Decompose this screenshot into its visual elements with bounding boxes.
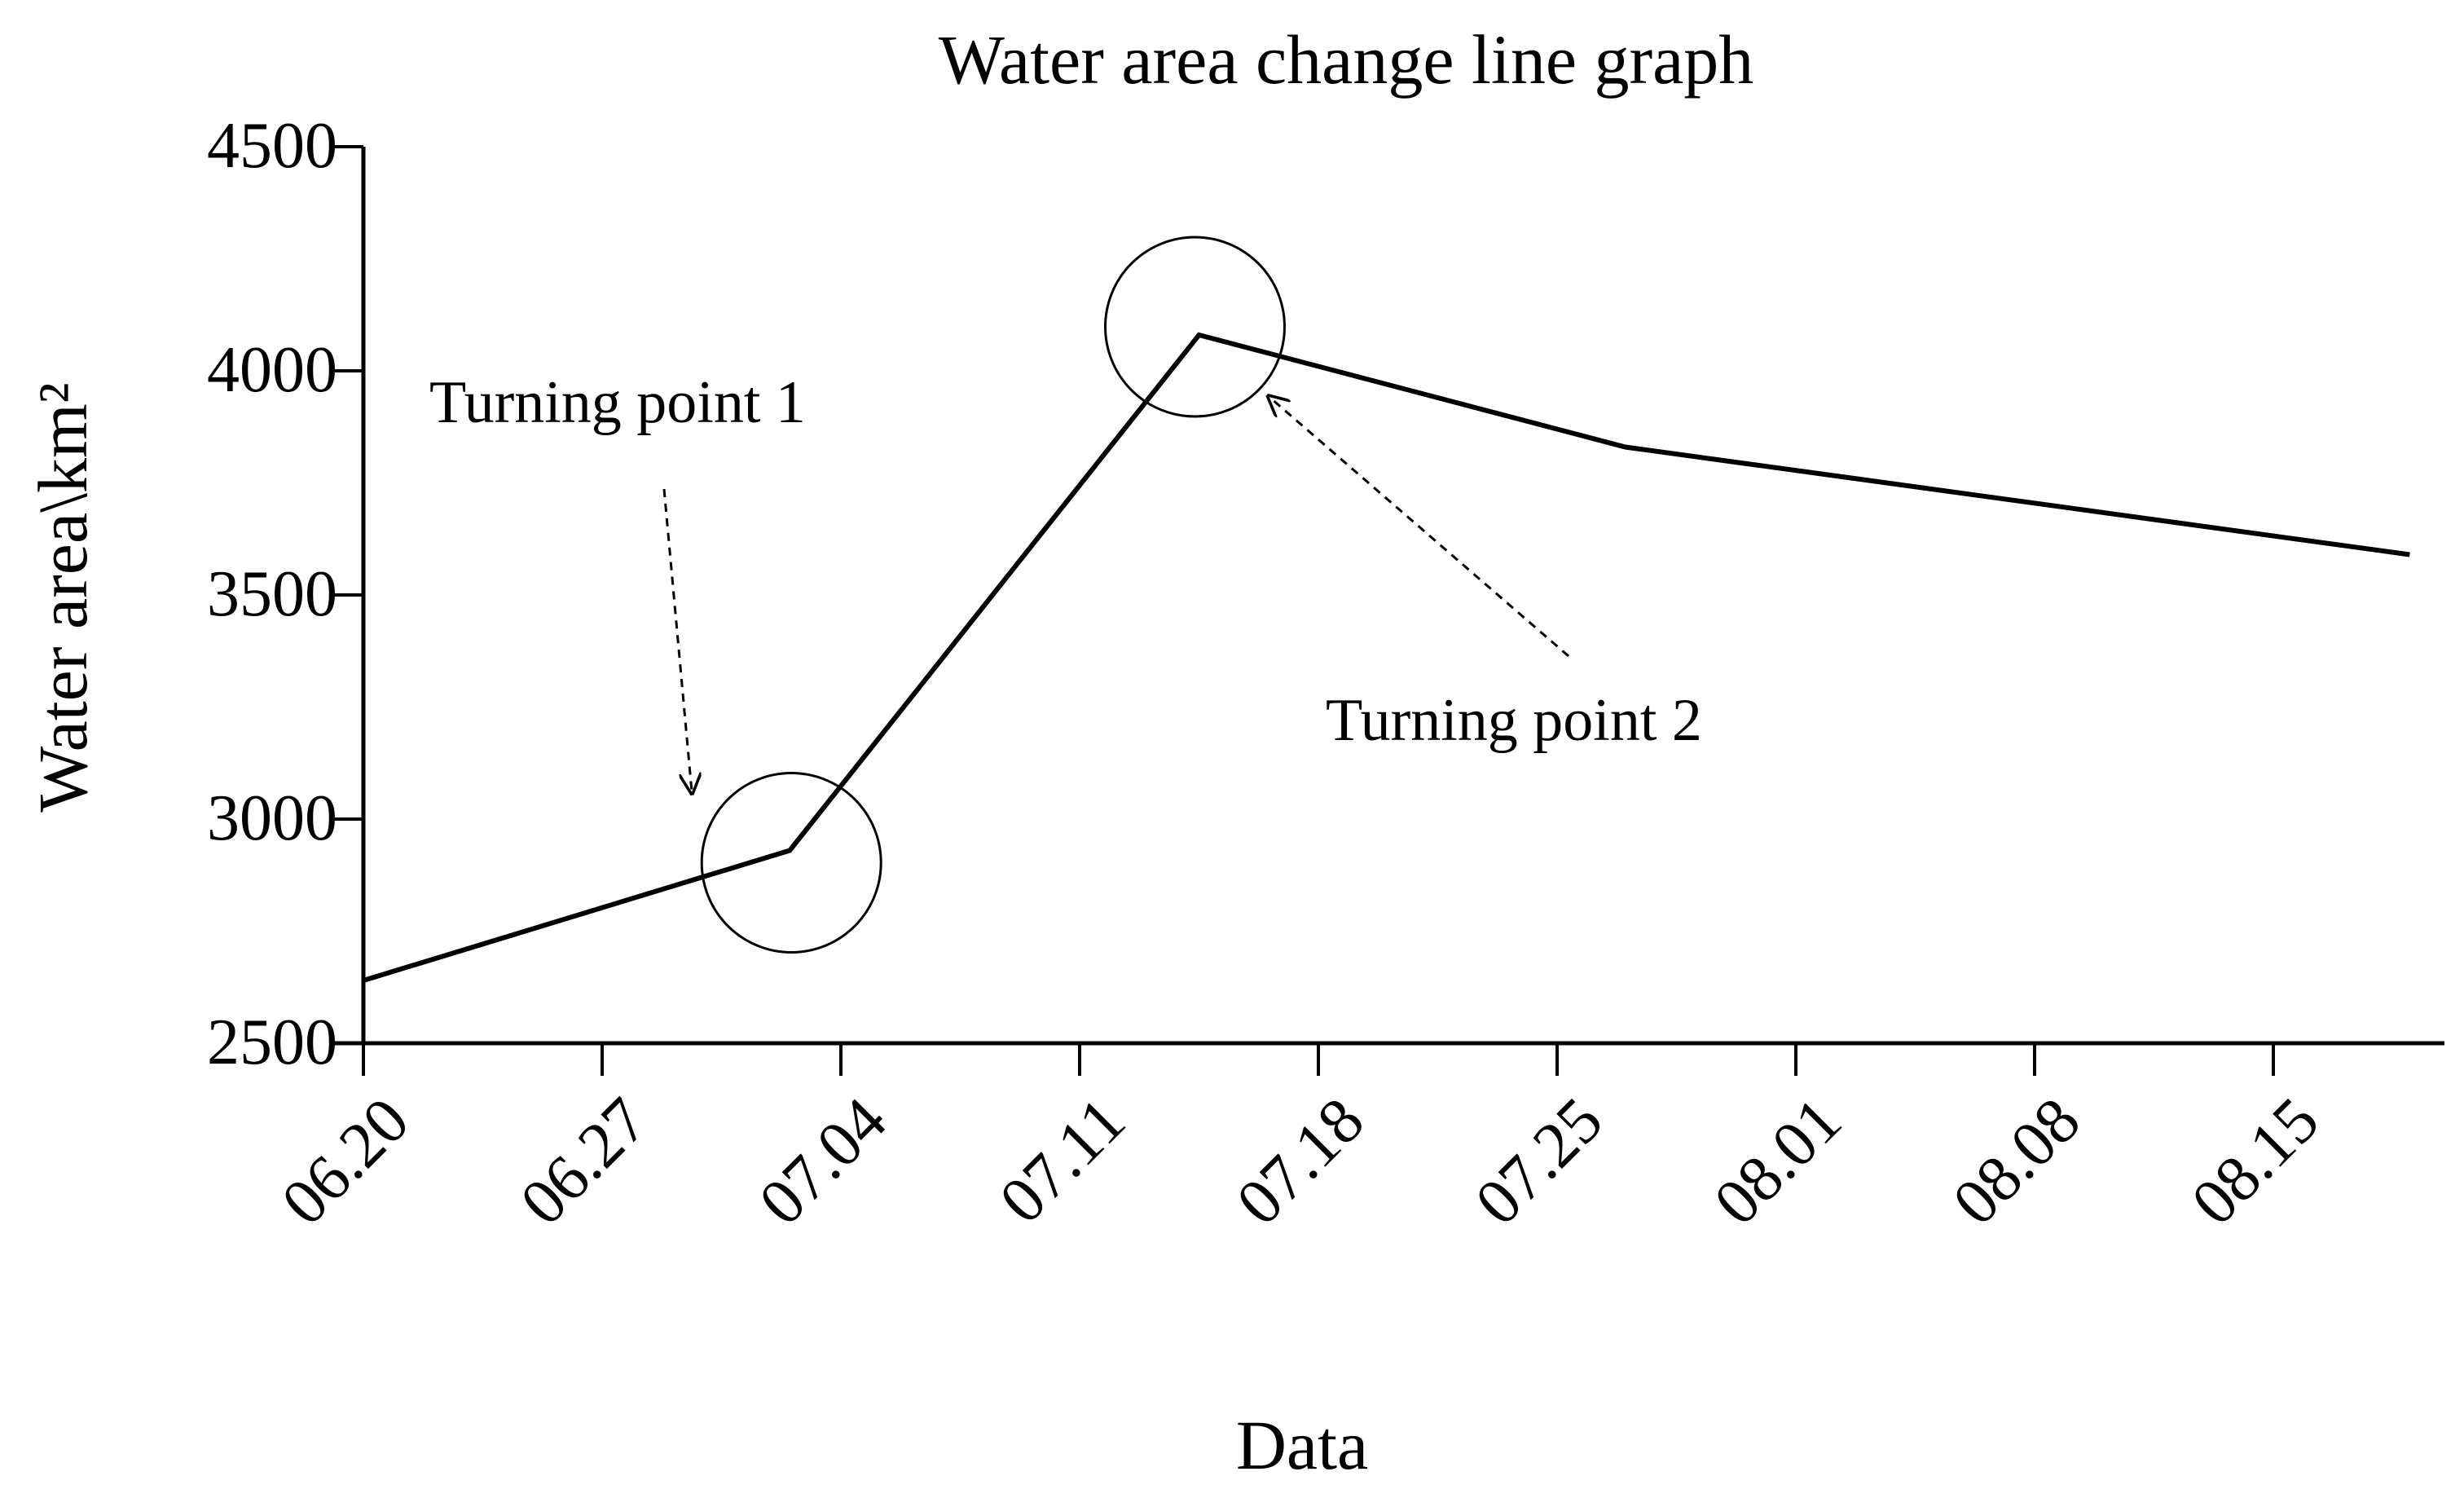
- turning-point-2-circle: [1104, 236, 1286, 418]
- annotation-turning-point-2: Turning point 2: [1326, 687, 1702, 754]
- x-tick-label: 06.27: [507, 1085, 662, 1240]
- x-tick-label: 07.18: [1223, 1085, 1378, 1240]
- x-tick-label: 08.15: [2178, 1085, 2333, 1240]
- y-tick-label: 2500: [207, 1007, 337, 1078]
- y-tick-label: 4000: [207, 334, 337, 406]
- y-tick-label: 3000: [207, 782, 337, 854]
- x-tick-label: 07.25: [1462, 1085, 1617, 1240]
- turning-point-1-circle: [700, 772, 882, 954]
- x-tick-label: 08.08: [1939, 1085, 2094, 1240]
- x-axis-label: Data: [1236, 1406, 1368, 1484]
- x-tick-label: 07.11: [986, 1085, 1138, 1237]
- series-line: [363, 332, 2410, 983]
- turning-point-2-arrow: [1269, 396, 1569, 658]
- y-tick-label: 3500: [207, 558, 337, 630]
- x-tick-label: 08.01: [1701, 1085, 1855, 1240]
- y-tick-label: 4500: [207, 110, 337, 182]
- x-tick-label: 07.04: [746, 1085, 900, 1240]
- x-tick-label: 06.20: [268, 1085, 423, 1240]
- plot-layer: 2500 3000 3500 4000 4500 06.20 06.27 07.04 07.11…: [207, 110, 2444, 1239]
- annotation-turning-point-1: Turning point 1: [429, 369, 806, 436]
- turning-point-1-arrow: [662, 488, 692, 794]
- y-axis-label: Water area\km²: [24, 382, 102, 812]
- chart-title: Water area change line graph: [939, 20, 1754, 99]
